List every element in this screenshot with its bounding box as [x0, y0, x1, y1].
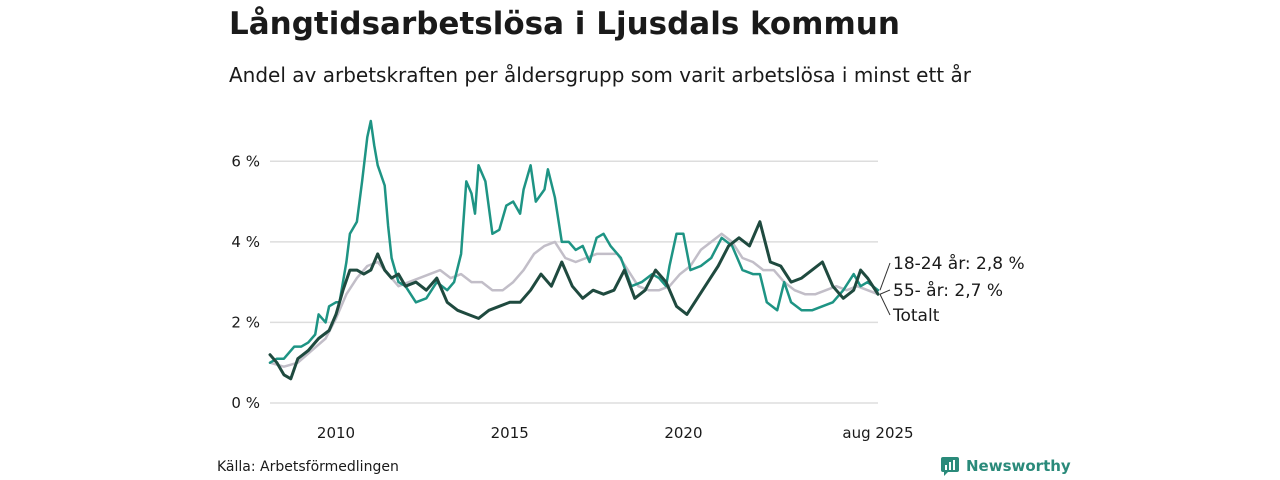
brand-logo[interactable]: Newsworthy: [940, 456, 1071, 476]
brand-name: Newsworthy: [966, 457, 1071, 475]
series-line-age18_24: [268, 119, 880, 364]
label-leader-line: [879, 262, 891, 291]
label-leader-line: [879, 294, 891, 316]
x-tick-label: 2015: [491, 424, 529, 442]
x-tick-label: 2010: [317, 424, 355, 442]
series-label-age18_24: 18-24 år: 2,8 %: [893, 253, 1025, 274]
x-tick-label: 2020: [664, 424, 702, 442]
y-tick-label: 2 %: [231, 313, 260, 331]
label-leader-line: [879, 289, 891, 295]
series-line-age55: [268, 220, 880, 381]
series-label-age55: 55- år: 2,7 %: [893, 280, 1003, 301]
y-tick-label: 0 %: [231, 394, 260, 412]
page-subtitle: Andel av arbetskraften per åldersgrupp s…: [229, 63, 971, 87]
y-tick-label: 4 %: [231, 233, 260, 251]
newsworthy-logo-icon: [941, 457, 959, 476]
source-note: Källa: Arbetsförmedlingen: [217, 459, 399, 475]
y-tick-label: 6 %: [231, 152, 260, 170]
series-label-total: Totalt: [892, 306, 940, 326]
series-line-total: [268, 232, 880, 368]
page-title: Långtidsarbetslösa i Ljusdals kommun: [229, 6, 900, 42]
x-tick-label: aug 2025: [842, 424, 913, 442]
